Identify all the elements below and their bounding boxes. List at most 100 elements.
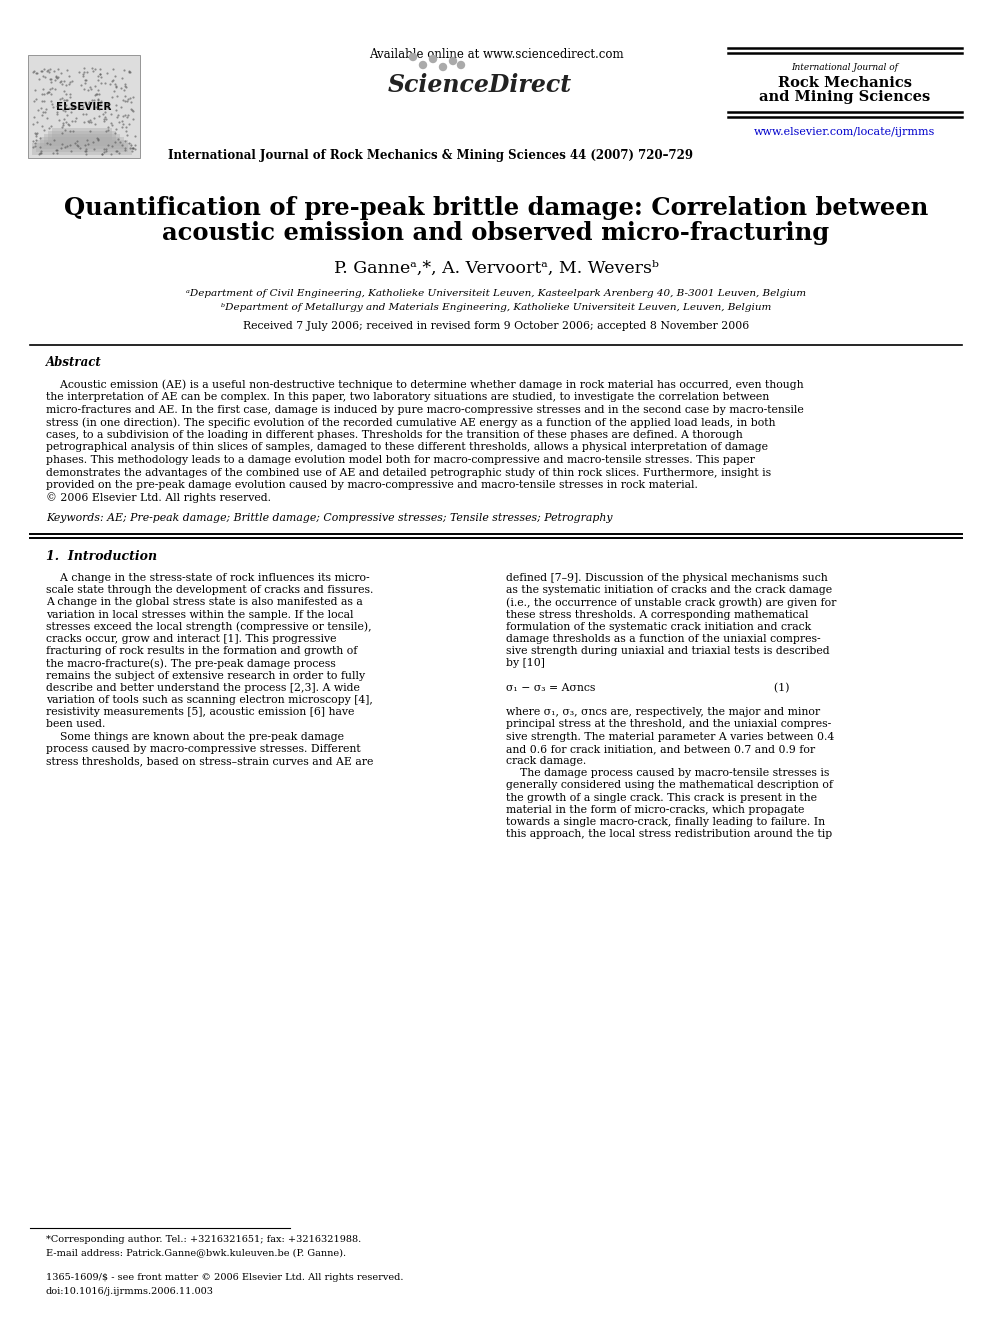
Point <box>123 91 139 112</box>
Point <box>75 66 91 87</box>
Point <box>75 103 91 124</box>
Point <box>96 138 112 159</box>
Point <box>68 107 84 128</box>
Point <box>122 138 138 159</box>
Text: variation in local stresses within the sample. If the local: variation in local stresses within the s… <box>46 610 353 619</box>
Point <box>58 74 73 95</box>
Text: remains the subject of extensive research in order to fully: remains the subject of extensive researc… <box>46 671 365 680</box>
Point <box>53 138 68 159</box>
Point <box>49 142 64 163</box>
Point <box>51 110 66 131</box>
Point <box>104 115 120 136</box>
Text: doi:10.1016/j.ijrmms.2006.11.003: doi:10.1016/j.ijrmms.2006.11.003 <box>46 1286 214 1295</box>
Point <box>107 74 123 95</box>
Point <box>42 78 58 99</box>
Point <box>109 140 125 161</box>
Point <box>104 136 120 157</box>
Point <box>106 81 122 102</box>
Text: stresses exceed the local strength (compressive or tensile),: stresses exceed the local strength (comp… <box>46 622 372 632</box>
Point <box>58 111 73 132</box>
Point <box>123 98 139 119</box>
Text: Rock Mechanics: Rock Mechanics <box>778 75 912 90</box>
Text: these stress thresholds. A corresponding mathematical: these stress thresholds. A corresponding… <box>506 610 808 619</box>
Point <box>125 138 141 159</box>
Circle shape <box>420 61 427 69</box>
Point <box>121 132 137 153</box>
Text: Available online at www.sciencedirect.com: Available online at www.sciencedirect.co… <box>369 49 623 61</box>
Text: E-mail address: Patrick.Ganne@bwk.kuleuven.be (P. Ganne).: E-mail address: Patrick.Ganne@bwk.kuleuv… <box>46 1249 346 1257</box>
Point <box>39 107 55 128</box>
Point <box>28 89 44 110</box>
Point <box>25 62 41 83</box>
Point <box>76 57 92 78</box>
Point <box>80 111 96 132</box>
Point <box>30 99 46 120</box>
Bar <box>28 56 140 157</box>
Point <box>86 89 102 110</box>
Point <box>118 120 134 142</box>
Point <box>75 97 91 118</box>
Point <box>82 110 98 131</box>
Point <box>43 83 59 105</box>
Point <box>57 95 72 116</box>
Point <box>26 60 42 81</box>
Point <box>111 112 127 134</box>
Point <box>31 143 47 164</box>
Point <box>90 128 106 149</box>
Text: and 0.6 for crack initiation, and between 0.7 and 0.9 for: and 0.6 for crack initiation, and betwee… <box>506 744 815 754</box>
Point <box>28 130 44 151</box>
Point <box>45 97 61 118</box>
Point <box>37 91 53 112</box>
Point <box>41 60 57 81</box>
Point <box>87 58 103 79</box>
Point <box>44 116 60 138</box>
Point <box>58 119 73 140</box>
Point <box>54 70 69 91</box>
Text: ScienceDirect: ScienceDirect <box>388 73 572 97</box>
Point <box>49 139 64 160</box>
Text: sive strength. The material parameter A varies between 0.4: sive strength. The material parameter A … <box>506 732 834 742</box>
Point <box>125 101 141 122</box>
Point <box>78 103 94 124</box>
Point <box>122 61 138 82</box>
Text: stress thresholds, based on stress–strain curves and AE are: stress thresholds, based on stress–strai… <box>46 755 373 766</box>
Point <box>39 99 55 120</box>
Point <box>55 87 70 108</box>
Point <box>84 90 100 111</box>
Point <box>87 85 103 106</box>
Point <box>113 67 129 89</box>
Circle shape <box>457 61 464 69</box>
Point <box>109 85 125 106</box>
Point <box>28 123 44 144</box>
Point <box>78 70 94 91</box>
Point <box>63 140 79 161</box>
Text: defined [7–9]. Discussion of the physical mechanisms such: defined [7–9]. Discussion of the physica… <box>506 573 827 583</box>
Point <box>48 69 63 90</box>
Point <box>94 143 110 164</box>
Point <box>72 138 88 159</box>
Point <box>58 136 73 157</box>
Point <box>96 142 112 163</box>
Text: sive strength during uniaxial and triaxial tests is described: sive strength during uniaxial and triaxi… <box>506 646 829 656</box>
Text: Acoustic emission (AE) is a useful non-destructive technique to determine whethe: Acoustic emission (AE) is a useful non-d… <box>46 380 804 390</box>
Text: The damage process caused by macro-tensile stresses is: The damage process caused by macro-tensi… <box>506 769 829 778</box>
Point <box>118 77 134 98</box>
Point <box>100 98 116 119</box>
Point <box>30 111 46 132</box>
Point <box>100 116 116 138</box>
Point <box>34 61 50 82</box>
Point <box>25 136 41 157</box>
Point <box>88 83 104 105</box>
Text: the macro-fracture(s). The pre-peak damage process: the macro-fracture(s). The pre-peak dama… <box>46 658 335 668</box>
Point <box>64 111 80 132</box>
Point <box>55 116 70 138</box>
Text: the growth of a single crack. This crack is present in the: the growth of a single crack. This crack… <box>506 792 817 803</box>
Point <box>97 120 113 142</box>
Text: cases, to a subdivision of the loading in different phases. Thresholds for the t: cases, to a subdivision of the loading i… <box>46 430 743 441</box>
Point <box>51 58 66 79</box>
Point <box>77 134 93 155</box>
Text: resistivity measurements [5], acoustic emission [6] have: resistivity measurements [5], acoustic e… <box>46 708 354 717</box>
Point <box>109 106 125 127</box>
Bar <box>40 138 124 149</box>
Point <box>121 62 137 83</box>
